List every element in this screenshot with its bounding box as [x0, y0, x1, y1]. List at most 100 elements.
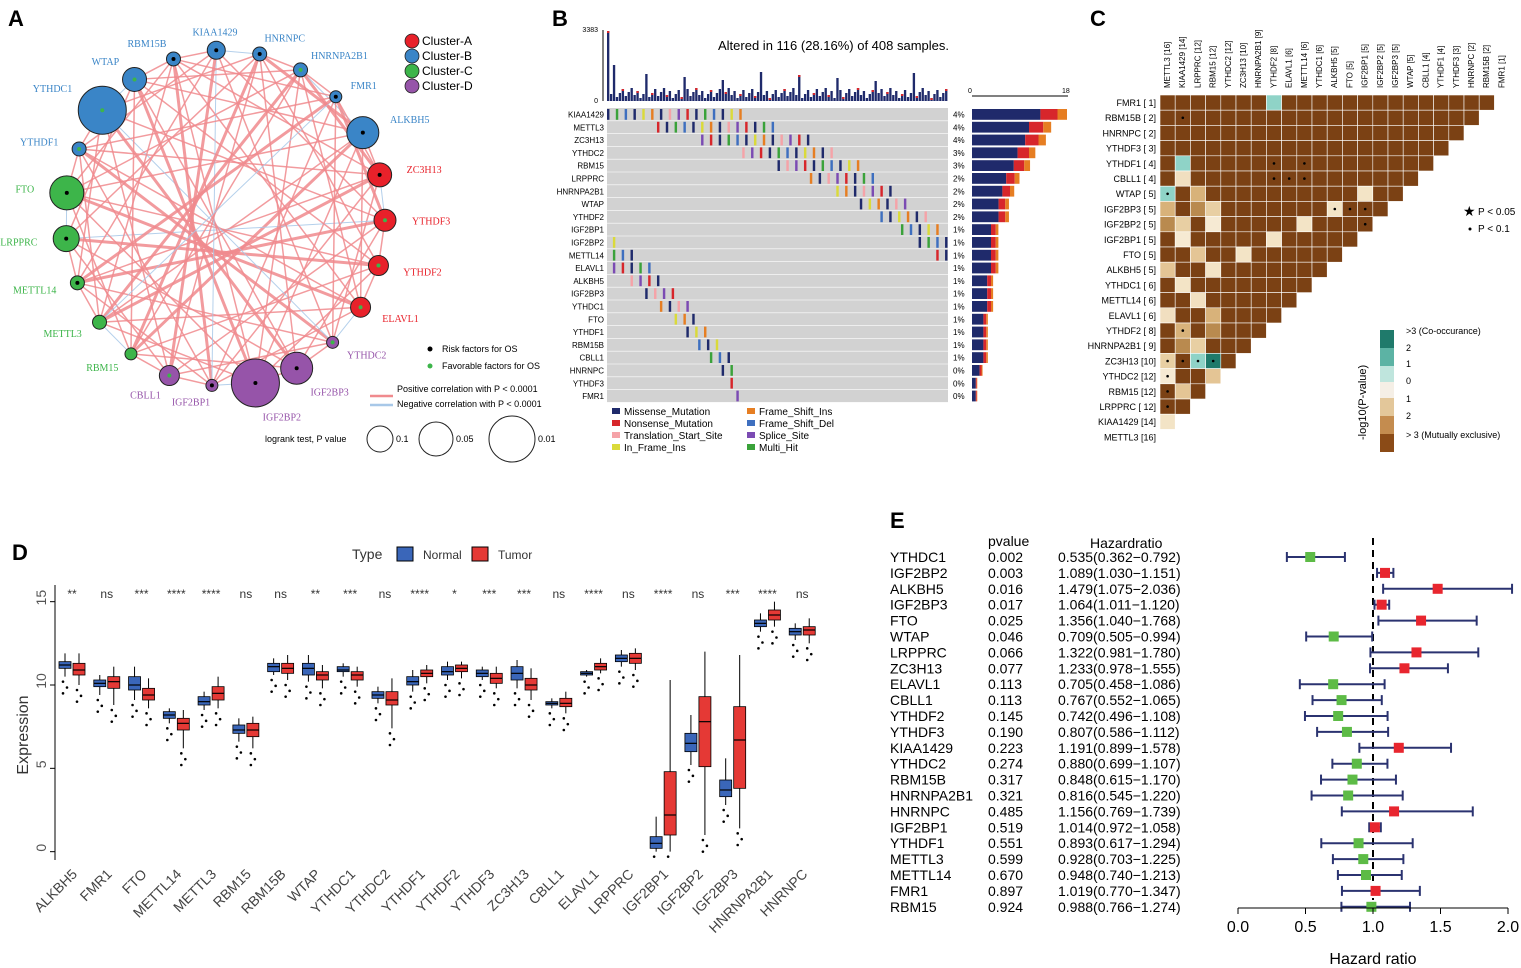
- cooc-row-label: FTO [ 5]: [1123, 250, 1156, 260]
- forest-gene-label: HNRNPA2B1: [890, 788, 973, 804]
- oncoplot-top-bar: [795, 95, 798, 101]
- boxplot-outlier: [249, 763, 253, 767]
- boxplot-legend-normal-swatch: [396, 546, 414, 562]
- oncoplot-pct-label: 1%: [953, 315, 965, 324]
- cooc-cell: [1235, 216, 1252, 233]
- boxplot-y-tick-label: 15: [33, 590, 49, 606]
- network-node: YTHDF3: [373, 208, 450, 232]
- oncoplot-top-bar: [756, 92, 760, 101]
- oncoplot-top-bar-cap: [856, 88, 860, 90]
- oncoplot-top-bar: [706, 94, 710, 101]
- cooc-cell: [1418, 109, 1434, 126]
- oncoplot-side-bar-fs: [1005, 211, 1009, 223]
- network-edge: [211, 96, 337, 386]
- network-edge: [215, 49, 386, 221]
- cooc-cell: [1220, 292, 1237, 309]
- oncoplot-cell: [880, 185, 883, 197]
- oncoplot-legend-swatch: [612, 420, 620, 426]
- cooc-cell: [1174, 231, 1191, 248]
- oncoplot-cell: [686, 301, 689, 312]
- oncoplot-cell: [648, 275, 651, 287]
- cooc-cell: [1220, 322, 1237, 339]
- cooc-cell: [1235, 261, 1252, 278]
- cooc-cell: [1174, 337, 1191, 354]
- cooc-col-label: IGF2BP3 [5]: [1391, 44, 1400, 88]
- cooc-cell: [1190, 155, 1206, 172]
- network-node-label: RBM15: [86, 363, 118, 374]
- boxplot-significance: ***: [343, 587, 357, 601]
- boxplot-significance: ns: [100, 587, 113, 601]
- cooc-cell: [1174, 170, 1191, 187]
- boxplot-outlier: [214, 712, 218, 715]
- boxplot-iqr: [232, 724, 246, 734]
- boxplot-box: [107, 666, 121, 723]
- cooc-cell: [1174, 94, 1191, 111]
- cooc-cell: [1402, 170, 1419, 187]
- oncoplot-top-bar: [730, 95, 733, 101]
- cooc-cell: [1266, 201, 1282, 217]
- oncoplot-side-bar-nonsense: [983, 339, 987, 351]
- oncoplot-cell: [777, 160, 780, 171]
- cooc-col-label: ZC3H13 [10]: [1239, 43, 1248, 88]
- cooc-cell: [1250, 170, 1267, 187]
- boxplot-outlier: [413, 701, 417, 704]
- boxplot-box: [176, 710, 190, 767]
- boxplot-outlier: [701, 838, 705, 842]
- forest-pvalue: 0.519: [988, 819, 1023, 835]
- oncoplot-side-bar-nonsense: [1040, 109, 1058, 120]
- oncoplot-cell: [924, 211, 927, 223]
- legend-size-value: 0.01: [538, 434, 556, 444]
- boxplot-significance: ns: [379, 587, 392, 601]
- oncoplot-top-bar: [630, 88, 633, 101]
- forest-point: [1393, 742, 1404, 753]
- oncoplot-cell: [671, 288, 675, 299]
- cooc-cell: [1266, 109, 1282, 126]
- network-edge: [334, 96, 387, 221]
- oncoplot-top-bar: [945, 89, 948, 101]
- cooc-cell: [1174, 246, 1191, 263]
- oncoplot-top-bar: [665, 95, 669, 101]
- boxplot-iqr: [441, 666, 454, 676]
- legend-cluster-label: Cluster-B: [422, 49, 472, 63]
- oncoplot-top-bar: [856, 88, 860, 101]
- boxplot-outlier: [61, 692, 65, 695]
- cooc-cell: [1296, 94, 1313, 111]
- oncoplot-cell: [701, 121, 704, 133]
- boxplot-y-label: Expression: [15, 695, 32, 774]
- oncoplot-cell: [621, 249, 625, 261]
- boxplot-iqr: [524, 677, 538, 691]
- oncoplot-cell: [659, 109, 663, 120]
- oncoplot-cell: [701, 134, 704, 146]
- cooc-cell: [1326, 185, 1343, 202]
- network-edge: [331, 96, 337, 343]
- cooc-col-label: YTHDF2 [8]: [1269, 46, 1278, 88]
- forest-hr-text: 1.089(1.030−1.151): [1058, 565, 1181, 581]
- boxplot-significance: **: [67, 587, 77, 601]
- oncoplot-top-bar: [877, 93, 880, 101]
- oncoplot-legend-swatch: [612, 408, 620, 414]
- boxplot-outlier: [809, 652, 813, 656]
- oncoplot-cell: [830, 147, 833, 159]
- boxplot-iqr: [142, 687, 155, 701]
- cooc-scale-label: > 3 (Mutually exclusive): [1406, 430, 1500, 440]
- forest-point: [1328, 679, 1339, 690]
- forest-gene-label: IGF2BP1: [890, 819, 948, 835]
- oncoplot-cell: [607, 109, 610, 120]
- boxplot-outlier: [180, 763, 183, 767]
- boxplot-outlier: [444, 695, 447, 698]
- network-node-dot: [77, 146, 82, 151]
- boxplot-outlier: [388, 743, 392, 747]
- cooc-col-label: YTHDF1 [4]: [1437, 46, 1446, 88]
- oncoplot-top-bar-cap: [739, 94, 742, 96]
- boxplot-box: [802, 618, 816, 662]
- forest-x-tick-label: 1.0: [1362, 919, 1384, 936]
- cooc-cell: [1296, 277, 1313, 293]
- forest-pvalue: 0.897: [988, 883, 1023, 899]
- forest-gene-label: METTL3: [890, 851, 944, 867]
- oncoplot-top-bar: [656, 96, 660, 101]
- oncoplot-cell: [692, 121, 695, 133]
- network-node: ELAVL1: [350, 296, 419, 325]
- network-edge: [102, 53, 260, 111]
- oncoplot-cell: [674, 313, 678, 325]
- network-node-dot: [75, 280, 80, 285]
